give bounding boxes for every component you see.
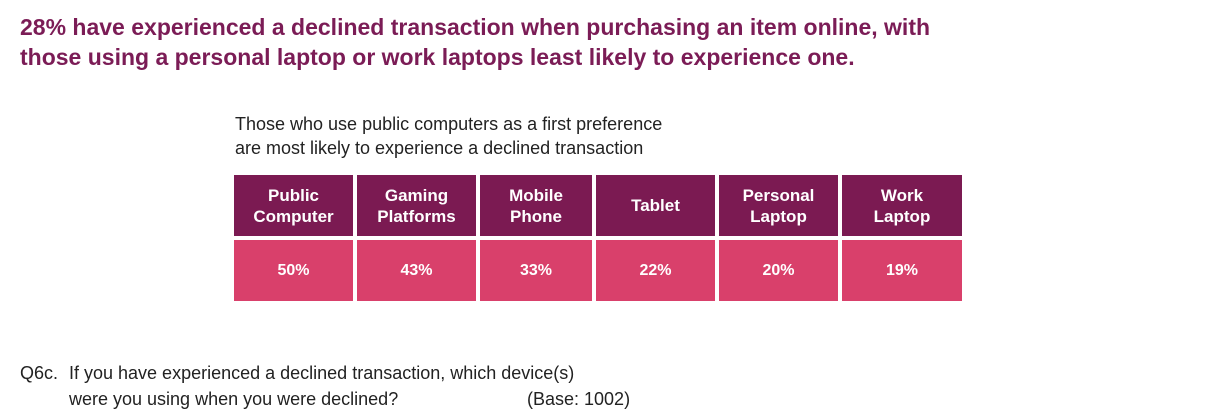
header-cell: Public Computer: [234, 175, 353, 236]
value-cell: 50%: [234, 240, 353, 301]
footnote-base: (Base: 1002): [527, 389, 631, 409]
value-cell: 22%: [596, 240, 715, 301]
subtitle-line: are most likely to experience a declined…: [235, 138, 644, 158]
header-text: Public: [267, 185, 319, 205]
header-text: Tablet: [631, 196, 680, 215]
header-text: Phone: [510, 206, 562, 226]
title-line: 28% have experienced a declined transact…: [20, 14, 931, 40]
header-cell: Personal Laptop: [719, 175, 838, 236]
footnote-line: If you have experienced a declined trans…: [69, 363, 575, 383]
header-cell: Gaming Platforms: [357, 175, 476, 236]
header-cell: Tablet: [596, 175, 715, 236]
header-text: Computer: [253, 206, 334, 226]
header-text: Work: [880, 185, 924, 205]
subtitle: Those who use public computers as a firs…: [235, 112, 662, 160]
footnote-text: If you have experienced a declined trans…: [69, 360, 574, 412]
subtitle-line: Those who use public computers as a firs…: [235, 114, 663, 134]
value-cell: 19%: [842, 240, 962, 301]
header-text: Personal: [742, 185, 815, 205]
footnote-label: Q6c.: [20, 363, 59, 383]
footnote-line: were you using when you were declined?: [69, 389, 399, 409]
header-text: Laptop: [873, 206, 931, 226]
value-cell: 43%: [357, 240, 476, 301]
header-text: Mobile: [509, 185, 563, 205]
value-cell: 20%: [719, 240, 838, 301]
header-text: Platforms: [377, 206, 456, 226]
footnote: Q6c. If you have experienced a declined …: [20, 360, 630, 409]
header-cell: Work Laptop: [842, 175, 962, 236]
header-cell: Mobile Phone: [480, 175, 592, 236]
header-text: Gaming: [384, 185, 449, 205]
title-line: those using a personal laptop or work la…: [20, 44, 855, 70]
header-text: Laptop: [750, 206, 807, 226]
title: 28% have experienced a declined transact…: [20, 12, 930, 72]
value-cell: 33%: [480, 240, 592, 301]
